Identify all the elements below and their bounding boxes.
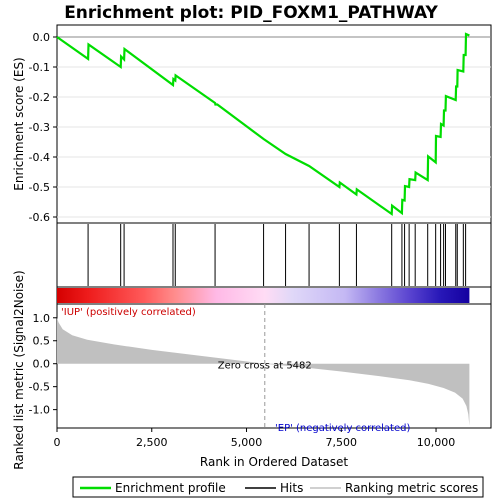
x-tick-label: 0 [54, 436, 61, 449]
es-panel: 0.0 -0.1 -0.2 -0.3 -0.4 -0.5 -0.6 Enrichment s… [12, 24, 492, 224]
legend-frame [72, 476, 484, 498]
es-y-axis-label: Enrichment score (ES) [12, 57, 26, 190]
metric-y-tick-label: 1.0 [33, 312, 51, 325]
metric-y-tick-label: -1.0 [29, 404, 50, 417]
es-y-tick-label: -0.5 [29, 181, 50, 194]
negative-label: 'EP' (negatively correlated) [275, 423, 410, 434]
es-panel-frame [56, 24, 492, 224]
es-y-tick-label: -0.4 [29, 151, 50, 164]
x-axis: 0 2,500 5,000 7,500 10,000 [54, 428, 456, 449]
heatbar-panel [56, 286, 492, 305]
chart-title: Enrichment plot: PID_FOXM1_PATHWAY [64, 3, 438, 23]
heatbar [57, 288, 470, 303]
es-y-tick-label: 0.0 [33, 31, 51, 44]
es-line [56, 32, 470, 217]
es-series [56, 32, 470, 217]
metric-y-tick-label: 0.5 [33, 335, 51, 348]
zero-cross-label: Zero cross at 5482 [218, 361, 312, 372]
es-gridlines [57, 36, 491, 218]
metric-series [57, 317, 470, 426]
x-tick-label: 2,500 [136, 436, 168, 449]
legend-enrichment-label: Enrichment profile [115, 481, 226, 495]
metric-y-tick-label: -0.5 [29, 381, 50, 394]
es-y-tick-label: -0.2 [29, 91, 50, 104]
legend: Enrichment profile Hits Ranking metric s… [72, 476, 484, 498]
positive-label: 'IUP' (positively correlated) [61, 307, 196, 318]
es-y-tick-label: -0.3 [29, 121, 50, 134]
x-tick-label: 10,000 [417, 436, 456, 449]
legend-metric-label: Ranking metric scores [345, 481, 478, 495]
es-y-tick-label: -0.1 [29, 61, 50, 74]
metric-panel: 1.0 0.5 0.0 -0.5 -1.0 Zero cross at 5482 'IU… [12, 270, 492, 470]
es-y-tick-label: -0.6 [29, 211, 50, 224]
hits-panel [56, 222, 492, 288]
x-axis-label: Rank in Ordered Dataset [200, 455, 348, 469]
metric-y-axis-label: Ranked list metric (Signal2Noise) [12, 270, 26, 469]
metric-area [57, 317, 470, 426]
legend-hits-label: Hits [280, 481, 303, 495]
es-y-axis: 0.0 -0.1 -0.2 -0.3 -0.4 -0.5 -0.6 [29, 31, 57, 224]
x-tick-label: 5,000 [231, 436, 263, 449]
hit-marks [87, 224, 467, 286]
x-tick-label: 7,500 [326, 436, 358, 449]
metric-y-tick-label: 0.0 [33, 358, 51, 371]
hits-panel-frame [56, 222, 492, 288]
metric-y-axis: 1.0 0.5 0.0 -0.5 -1.0 [29, 312, 57, 417]
